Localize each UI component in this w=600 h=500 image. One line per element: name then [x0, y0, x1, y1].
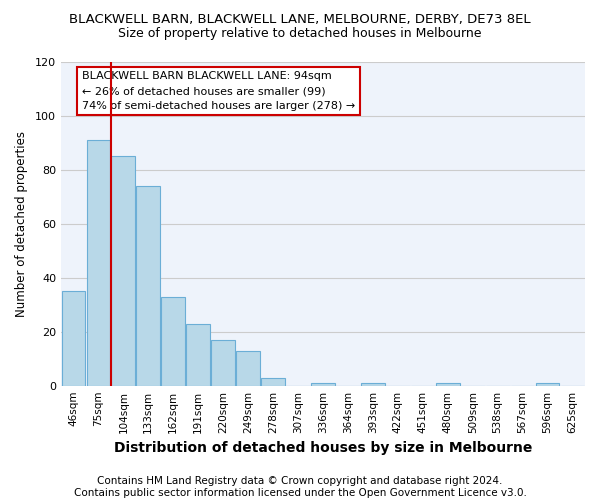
Bar	[112, 156, 135, 386]
Bar	[136, 186, 160, 386]
Bar	[536, 383, 559, 386]
Bar	[436, 383, 460, 386]
Text: Contains HM Land Registry data © Crown copyright and database right 2024.
Contai: Contains HM Land Registry data © Crown c…	[74, 476, 526, 498]
Bar	[187, 324, 210, 386]
Y-axis label: Number of detached properties: Number of detached properties	[15, 130, 28, 316]
Text: BLACKWELL BARN, BLACKWELL LANE, MELBOURNE, DERBY, DE73 8EL: BLACKWELL BARN, BLACKWELL LANE, MELBOURN…	[69, 12, 531, 26]
Bar	[311, 383, 335, 386]
Text: BLACKWELL BARN BLACKWELL LANE: 94sqm
← 26% of detached houses are smaller (99)
7: BLACKWELL BARN BLACKWELL LANE: 94sqm ← 2…	[82, 71, 355, 111]
Bar	[62, 291, 85, 386]
Bar	[161, 296, 185, 386]
Bar	[361, 383, 385, 386]
Bar	[261, 378, 285, 386]
Text: Size of property relative to detached houses in Melbourne: Size of property relative to detached ho…	[118, 28, 482, 40]
Bar	[86, 140, 110, 386]
Bar	[236, 350, 260, 386]
X-axis label: Distribution of detached houses by size in Melbourne: Distribution of detached houses by size …	[114, 441, 532, 455]
Bar	[211, 340, 235, 386]
